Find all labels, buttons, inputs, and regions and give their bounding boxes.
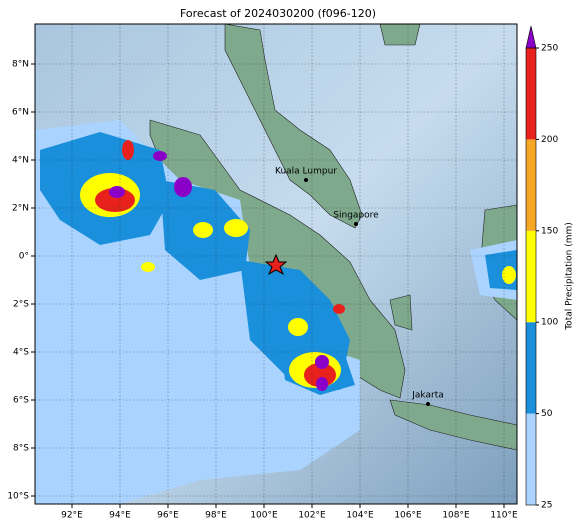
lon-tick-label: 106°E [394,511,422,521]
lat-tick-label: 6°N [12,108,29,118]
lon-tick-label: 104°E [346,511,374,521]
colorbar-frame [525,47,537,506]
lat-tick-label: 4°N [12,156,29,166]
color-bin [526,322,536,414]
lon-tick-label: 94°E [109,511,131,521]
lon-tick-label: 108°E [442,511,470,521]
lon-tick-label: 102°E [298,511,326,521]
lat-tick-label: 2°S [13,300,29,310]
lat-tick-label: 10°S [7,492,29,502]
colorbar-tick-label: 50 [541,409,553,419]
lat-tick-label: 0° [19,252,29,262]
precipitation [35,120,517,504]
lat-tick-label: 2°N [12,204,29,214]
lat-tick-label: 4°S [13,348,29,358]
city-dot [426,402,430,406]
places: Kuala Lumpur Singapore Jakarta [264,167,444,406]
graticule [35,24,517,504]
color-bin [526,48,536,140]
title: Forecast of 2024030200 (f096-120) [180,7,376,20]
city-dot [354,222,358,226]
colorbar-tick-label: 150 [541,226,558,236]
map-frame [34,23,518,505]
color-bin [526,139,536,231]
extend-triangle [525,25,537,49]
lat-tick-label: 8°N [12,60,29,70]
lon-tick-label: 110°E [490,511,518,521]
color-bin [526,230,536,323]
lon-tick-label: 92°E [61,511,83,521]
lon-tick-label: 98°E [205,511,227,521]
city-label: Jakarta [411,391,443,401]
map: Kuala Lumpur Singapore Jakarta [35,24,517,504]
city-dot [304,178,308,182]
lat-tick-label: 6°S [13,396,29,406]
lon-tick-label: 96°E [157,511,179,521]
lon-tick-label: 100°E [250,511,278,521]
colorbar-tick-label: 25 [541,501,552,511]
location-star [264,253,288,276]
colorbar-tick-label: 100 [541,318,558,328]
city-label: Kuala Lumpur [275,167,337,177]
city-label: Singapore [333,211,379,221]
colorbar-tick-label: 200 [541,135,558,145]
colorbar: 25 50 100 150 200 250 [525,25,558,511]
color-bin [526,413,536,505]
colorbar-tick-label: 250 [541,44,558,54]
colorbar-label: Total Precipitation (mm) [565,222,575,331]
lat-tick-label: 8°S [13,444,29,454]
